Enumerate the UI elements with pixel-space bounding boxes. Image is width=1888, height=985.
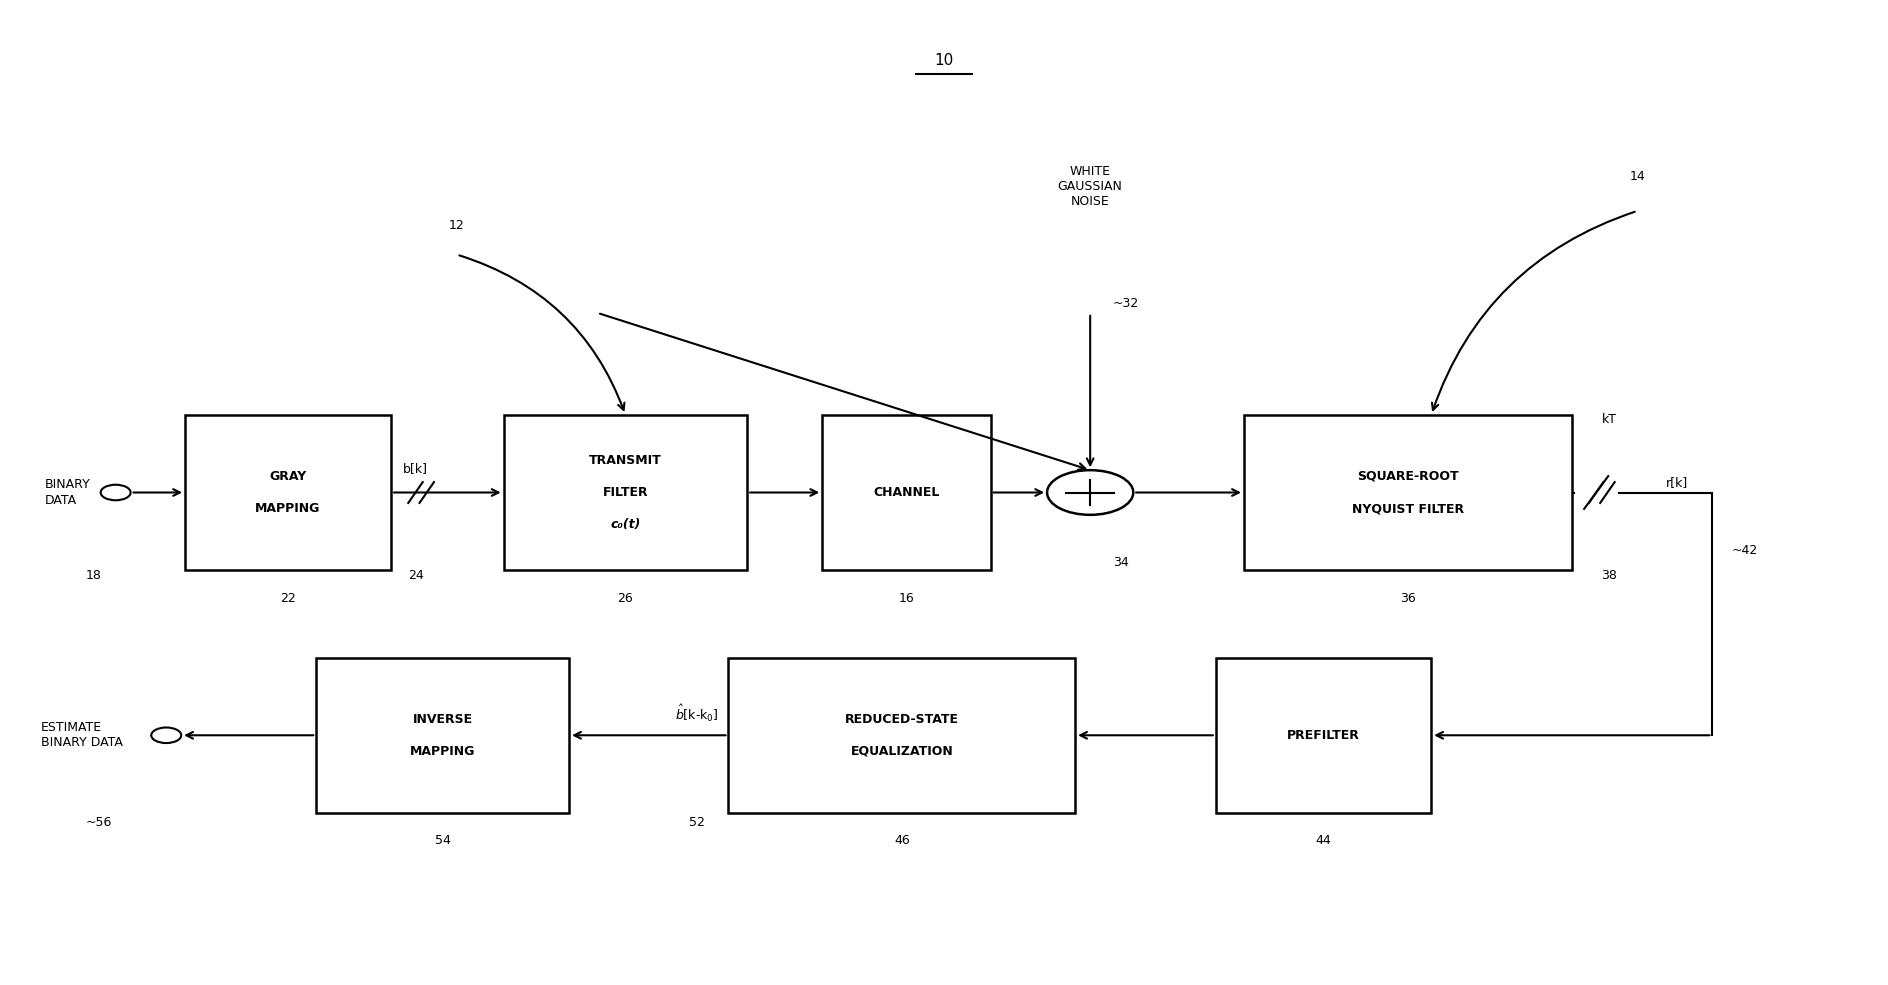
Text: REDUCED-STATE: REDUCED-STATE — [844, 713, 959, 726]
Text: kT: kT — [1601, 413, 1616, 427]
Text: EQUALIZATION: EQUALIZATION — [850, 745, 953, 757]
Text: CHANNEL: CHANNEL — [874, 486, 940, 499]
Text: 18: 18 — [85, 568, 102, 581]
Text: ESTIMATE
BINARY DATA: ESTIMATE BINARY DATA — [42, 721, 123, 750]
Text: $\hat{b}$[k-k$_0$]: $\hat{b}$[k-k$_0$] — [674, 703, 719, 725]
FancyBboxPatch shape — [1244, 415, 1573, 570]
Text: WHITE
GAUSSIAN
NOISE: WHITE GAUSSIAN NOISE — [1057, 165, 1123, 208]
Text: 16: 16 — [899, 592, 914, 605]
Text: 52: 52 — [689, 817, 704, 829]
Text: MAPPING: MAPPING — [410, 745, 476, 757]
Text: INVERSE: INVERSE — [413, 713, 472, 726]
Text: TRANSMIT: TRANSMIT — [589, 454, 663, 467]
Text: 46: 46 — [893, 834, 910, 847]
Circle shape — [100, 485, 130, 500]
Text: 44: 44 — [1316, 834, 1331, 847]
Text: 24: 24 — [408, 568, 423, 581]
Text: FILTER: FILTER — [602, 486, 648, 499]
Text: 38: 38 — [1601, 568, 1618, 581]
Text: 34: 34 — [1112, 556, 1129, 569]
Text: PREFILTER: PREFILTER — [1288, 729, 1359, 742]
Text: ~56: ~56 — [85, 817, 111, 829]
Text: ~32: ~32 — [1112, 296, 1138, 309]
Text: BINARY
DATA: BINARY DATA — [45, 479, 91, 506]
Text: 22: 22 — [279, 592, 296, 605]
Text: c₀(t): c₀(t) — [610, 518, 640, 531]
Text: 26: 26 — [617, 592, 632, 605]
Text: SQUARE-ROOT: SQUARE-ROOT — [1357, 470, 1459, 483]
Text: b[k]: b[k] — [402, 462, 429, 475]
FancyBboxPatch shape — [185, 415, 391, 570]
Text: ~42: ~42 — [1731, 545, 1758, 558]
Text: 54: 54 — [434, 834, 451, 847]
Text: 10: 10 — [935, 53, 953, 68]
Text: GRAY: GRAY — [270, 470, 306, 483]
Text: 14: 14 — [1629, 170, 1644, 183]
FancyBboxPatch shape — [729, 658, 1074, 813]
FancyBboxPatch shape — [821, 415, 991, 570]
FancyBboxPatch shape — [504, 415, 748, 570]
FancyBboxPatch shape — [1216, 658, 1431, 813]
Text: 36: 36 — [1401, 592, 1416, 605]
FancyBboxPatch shape — [315, 658, 568, 813]
Text: MAPPING: MAPPING — [255, 502, 321, 515]
Text: 12: 12 — [449, 219, 464, 231]
Circle shape — [151, 728, 181, 743]
Circle shape — [1048, 470, 1133, 515]
Text: r[k]: r[k] — [1665, 477, 1688, 490]
Text: NYQUIST FILTER: NYQUIST FILTER — [1352, 502, 1463, 515]
